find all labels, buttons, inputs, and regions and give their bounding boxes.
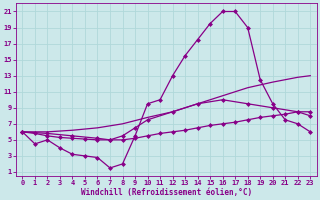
X-axis label: Windchill (Refroidissement éolien,°C): Windchill (Refroidissement éolien,°C)	[81, 188, 252, 197]
